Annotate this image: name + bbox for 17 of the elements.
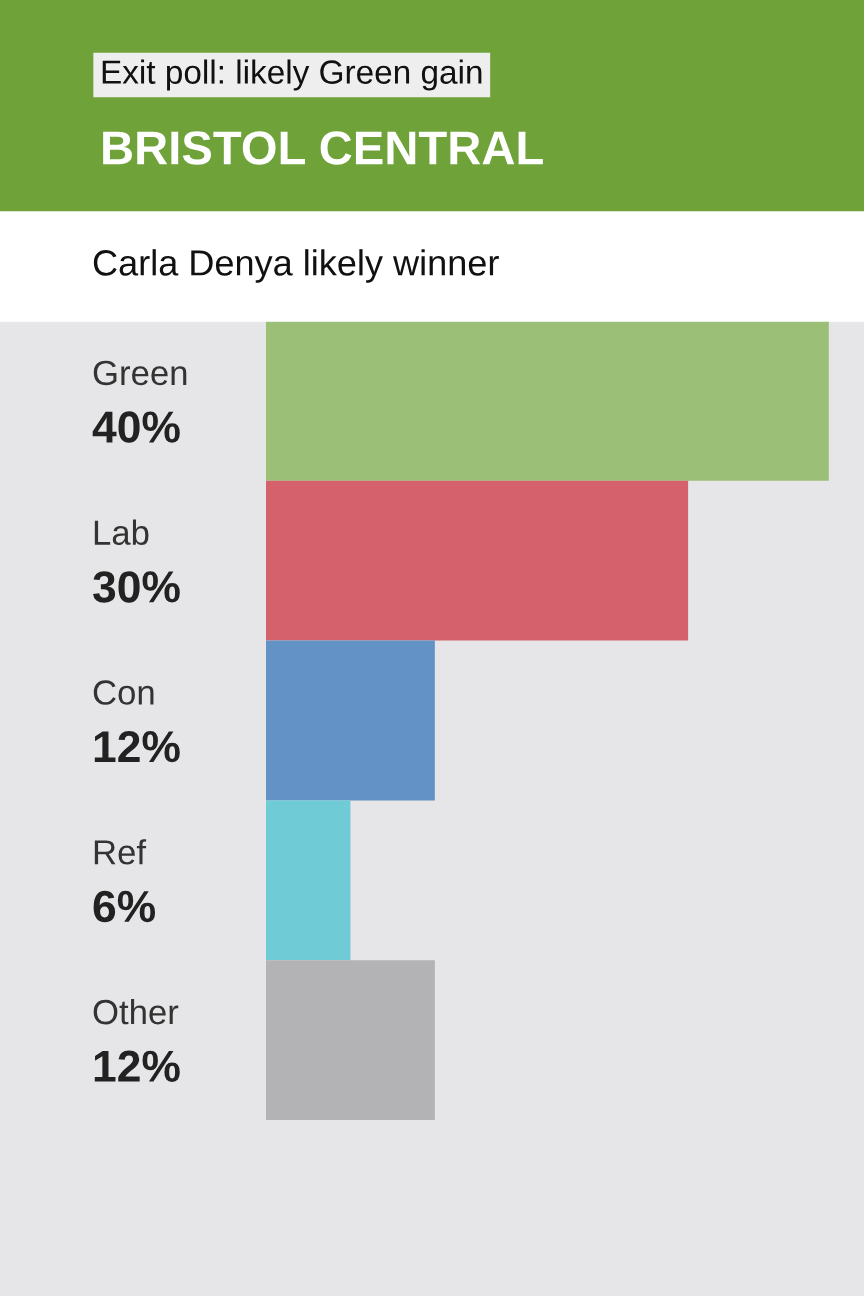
bar (266, 640, 435, 801)
y-tick-label: Ref (94, 839, 147, 865)
bar (266, 960, 435, 1120)
data-label: 6% (93, 890, 156, 923)
y-tick-label: Green (93, 360, 187, 386)
data-label: 40% (92, 411, 180, 443)
text: Carla Denya likely winner (93, 249, 499, 283)
data-label: 12% (94, 1050, 180, 1082)
data-label: 30% (93, 571, 180, 603)
chart-subtitle: BRISTOL CENTRAL (103, 131, 543, 165)
bar (266, 480, 689, 641)
bar (266, 800, 351, 961)
y-tick-label: Con (93, 680, 154, 705)
chart-title: Exit poll: likely Green gain (102, 59, 482, 91)
y-tick-label: Other (93, 998, 179, 1025)
y-tick-label: Lab (94, 519, 149, 546)
data-label: 12% (94, 730, 180, 763)
